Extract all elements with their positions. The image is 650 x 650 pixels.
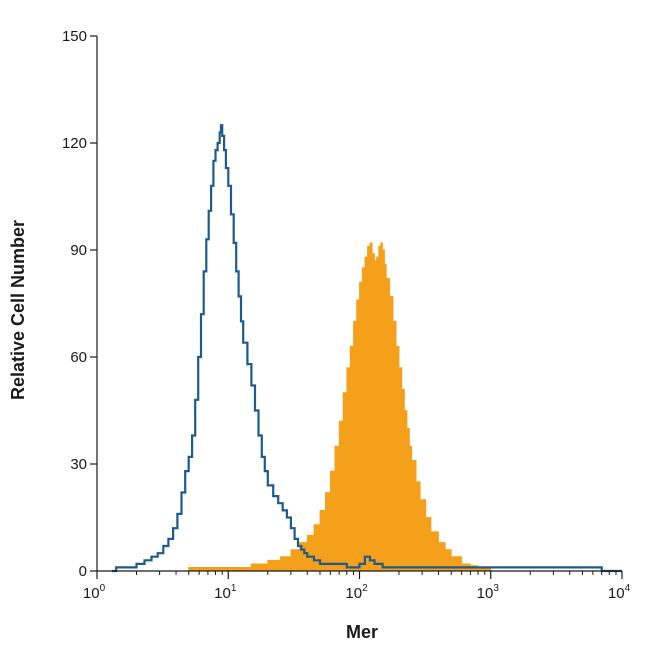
y-tick-label: 60 [70, 349, 87, 366]
y-tick-label: 0 [79, 563, 87, 580]
x-axis-title: Mer [346, 622, 378, 642]
series-1-outline-histogram [112, 124, 622, 573]
ticks-layer: 0 30 60 90 120 150 100 101 102 103 104 [62, 28, 631, 602]
x-tick-label: 101 [214, 583, 237, 602]
y-tick-label: 30 [70, 456, 87, 473]
y-tick-label: 120 [62, 135, 87, 152]
series-0-filled-histogram [120, 242, 492, 572]
y-axis-title: Relative Cell Number [8, 220, 28, 400]
x-tick-label: 102 [345, 583, 368, 602]
y-tick-label: 150 [62, 28, 87, 45]
x-tick-label: 100 [83, 583, 106, 602]
x-tick-label: 104 [608, 583, 631, 602]
series-layer [112, 124, 622, 573]
y-tick-label: 90 [70, 242, 87, 259]
x-tick-label: 103 [477, 583, 500, 602]
